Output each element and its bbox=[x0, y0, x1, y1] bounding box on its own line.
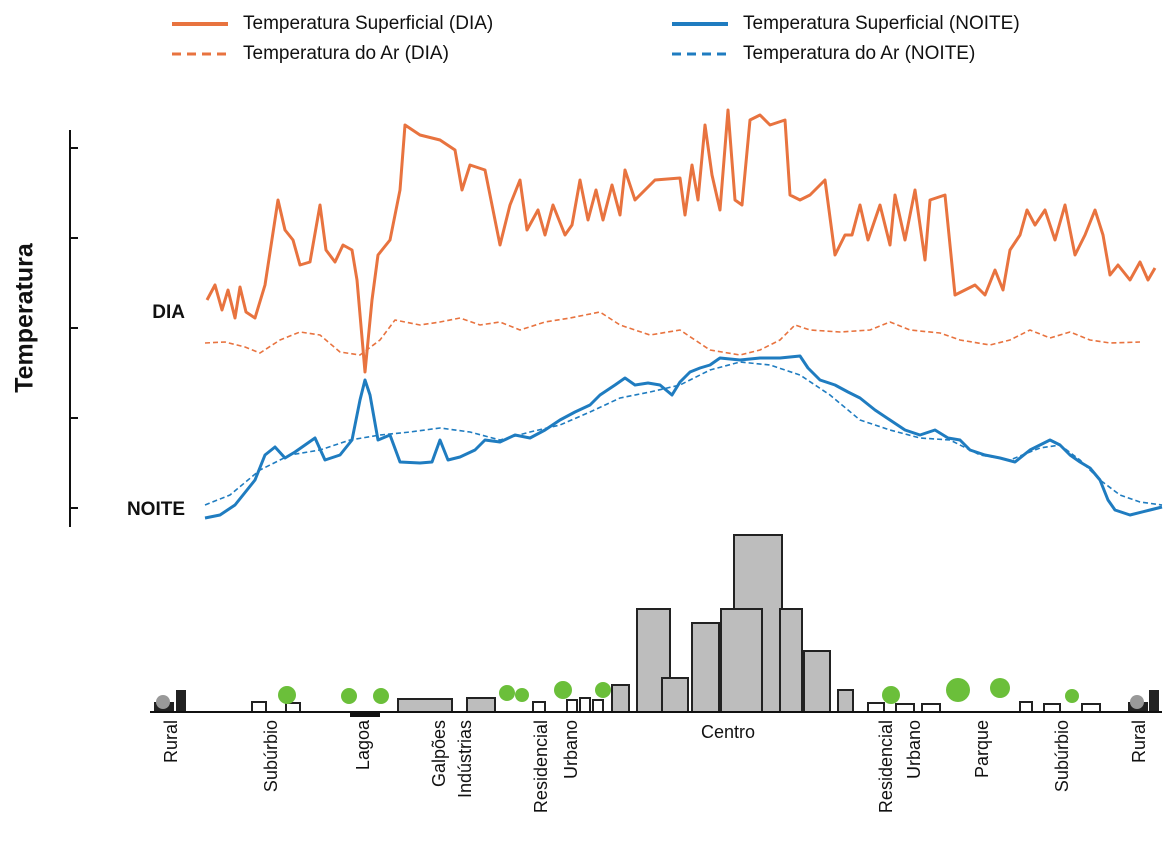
legend-label: Temperatura do Ar (NOITE) bbox=[743, 43, 975, 64]
zone-label: Centro bbox=[701, 722, 755, 742]
zone-label: Galpões bbox=[429, 720, 449, 787]
zone-label: Subúrbio bbox=[261, 720, 281, 792]
legend-label: Temperatura do Ar (DIA) bbox=[243, 43, 449, 64]
annotation: DIA bbox=[152, 302, 185, 323]
legend-label: Temperatura Superficial (DIA) bbox=[243, 13, 493, 34]
zone-label: Parque bbox=[972, 720, 992, 778]
y-axis bbox=[70, 130, 78, 527]
night-air-curve bbox=[205, 362, 1162, 505]
day-surface-curve bbox=[207, 110, 1155, 372]
zone-label: Rural bbox=[161, 720, 181, 763]
zone-labels: Rural Subúrbio Lagoa Galpões Indústrias … bbox=[161, 719, 1149, 813]
zone-label: Lagoa bbox=[353, 719, 373, 770]
curves bbox=[205, 110, 1162, 518]
legend-label: Temperatura Superficial (NOITE) bbox=[743, 13, 1020, 34]
day-air-curve bbox=[205, 312, 1140, 355]
night-surface-curve bbox=[205, 356, 1162, 518]
zone-label: Urbano bbox=[561, 720, 581, 779]
zone-label: Rural bbox=[1129, 720, 1149, 763]
zone-label: Subúrbio bbox=[1052, 720, 1072, 792]
y-axis-label: Temperatura bbox=[11, 242, 39, 393]
annotation: NOITE bbox=[127, 499, 185, 520]
legend: Temperatura Superficial (DIA) Temperatur… bbox=[172, 13, 1020, 64]
zone-label: Urbano bbox=[904, 720, 924, 779]
diagram: Temperatura Superficial (DIA) Temperatur… bbox=[0, 0, 1163, 843]
zone-label: Residencial bbox=[876, 720, 896, 813]
skyline bbox=[150, 535, 1162, 717]
zone-label: Indústrias bbox=[455, 720, 475, 798]
zone-label: Residencial bbox=[531, 720, 551, 813]
